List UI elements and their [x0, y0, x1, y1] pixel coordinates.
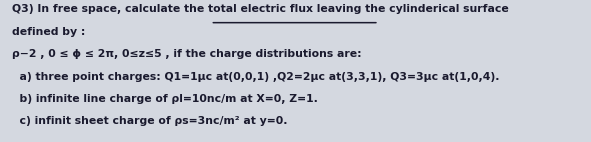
- Text: b) infinite line charge of ρl=10nc/m at X=0, Z=1.: b) infinite line charge of ρl=10nc/m at …: [12, 94, 318, 104]
- Text: ρ−2 , 0 ≤ ϕ ≤ 2π, 0≤z≤5 , if the charge distributions are:: ρ−2 , 0 ≤ ϕ ≤ 2π, 0≤z≤5 , if the charge …: [12, 49, 362, 59]
- Text: Q3) In free space, calculate the total electric flux leaving the cylinderical su: Q3) In free space, calculate the total e…: [12, 4, 509, 14]
- Text: a) three point charges: Q1=1μc at(0,0,1) ,Q2=2μc at(3,3,1), Q3=3μc at(1,0,4).: a) three point charges: Q1=1μc at(0,0,1)…: [12, 72, 499, 82]
- Text: defined by :: defined by :: [12, 27, 85, 37]
- Text: c) infinit sheet charge of ρs=3nc/m² at y=0.: c) infinit sheet charge of ρs=3nc/m² at …: [12, 116, 287, 126]
